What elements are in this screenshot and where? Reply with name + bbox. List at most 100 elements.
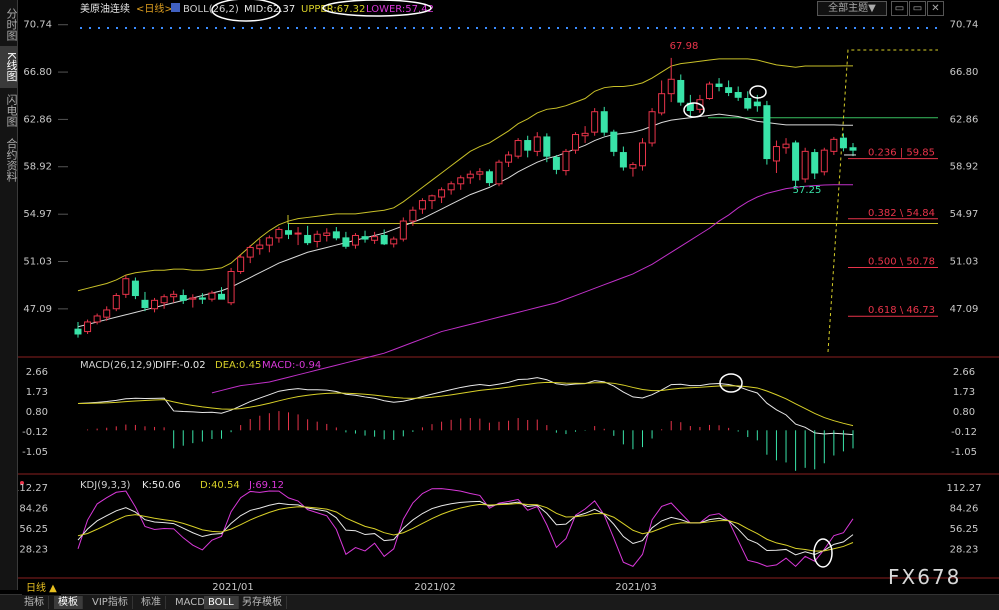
annotation-circle — [683, 102, 705, 118]
kdj-j-line — [77, 488, 854, 568]
candle-body — [725, 87, 733, 93]
maximize-icon[interactable]: ▭ — [909, 1, 926, 16]
candle-body — [792, 142, 800, 181]
candle-body — [409, 209, 417, 222]
kdj-k-line — [77, 500, 854, 556]
candle-body — [466, 173, 474, 179]
top-dot-line — [251, 27, 253, 29]
candle-body — [619, 152, 627, 168]
candle-body — [170, 293, 178, 298]
top-dot-line — [287, 27, 289, 29]
tab-template[interactable]: 模板 — [54, 596, 83, 609]
top-dot-line — [548, 27, 550, 29]
tab-contract-info[interactable]: 合约资料 — [5, 138, 18, 182]
kdj-y-tick-right: 56.25 — [950, 524, 979, 535]
top-dot-line — [323, 27, 325, 29]
candle-body — [390, 238, 398, 245]
period-selector[interactable]: 日线 ▲ — [22, 582, 61, 595]
top-dot-line — [152, 27, 154, 29]
kline-panel: 0.236 | 59.85 0.382 \ 54.84 0.500 \ 50.78 0… — [74, 41, 938, 394]
top-dot-line — [917, 27, 919, 29]
kdj-y-tick-right: 28.23 — [950, 544, 979, 555]
top-dot-line — [863, 27, 865, 29]
macd-dif-legend: DIFF:-0.02 — [155, 360, 206, 371]
top-dot-line — [800, 27, 802, 29]
top-dot-line — [134, 27, 136, 29]
top-dot-line — [476, 27, 478, 29]
candle-body — [476, 171, 484, 175]
candle-body — [562, 150, 570, 172]
candle-body — [246, 246, 254, 258]
top-dot-line — [179, 27, 181, 29]
top-dot-line — [377, 27, 379, 29]
macd-y-tick-left: -1.05 — [22, 447, 48, 458]
candle-body — [103, 309, 111, 318]
candle-body — [342, 237, 350, 247]
close-icon[interactable]: ✕ — [927, 1, 944, 16]
tab-save-template[interactable]: 另存模板 — [238, 596, 287, 609]
candle-body — [715, 83, 723, 87]
boll-title: BOLL(26,2) — [183, 4, 239, 15]
kdj-y-tick-right: 112.27 — [947, 483, 982, 494]
candle-body — [811, 152, 819, 174]
top-dot-line — [647, 27, 649, 29]
macd-y-tick-right: 0.80 — [953, 407, 975, 418]
tab-standard[interactable]: 标准 — [137, 596, 166, 609]
top-dot-line — [836, 27, 838, 29]
top-dot-line — [908, 27, 910, 29]
top-dot-line — [116, 27, 118, 29]
tab-timeshare[interactable]: 分时图 — [5, 7, 18, 41]
macd-y-tick-left: 0.80 — [26, 407, 48, 418]
boll-lower: LOWER:57.42 — [366, 4, 434, 15]
macd-macd-legend: MACD:-0.94 — [262, 360, 321, 371]
candle-body — [189, 297, 197, 300]
tab-indicator[interactable]: 指标 — [20, 596, 49, 609]
y-tick-right: 62.86 — [950, 114, 979, 125]
theme-dropdown[interactable]: 全部主题▼ — [817, 1, 887, 16]
boll-lower-line — [211, 184, 853, 394]
macd-y-tick-left: 1.73 — [26, 387, 48, 398]
candle-body — [332, 231, 340, 239]
low-price-label: 57.25 — [793, 185, 822, 196]
boll-upper-line — [77, 58, 853, 292]
tab-lightning[interactable]: 闪电图 — [5, 93, 18, 127]
top-dot-line — [89, 27, 91, 29]
candle-body — [227, 271, 235, 304]
high-price-label: 67.98 — [670, 41, 699, 52]
y-tick-right: 51.03 — [950, 257, 979, 268]
candle-body — [495, 161, 503, 185]
candle-body — [160, 296, 168, 304]
top-dot-line — [242, 27, 244, 29]
top-dot-line — [314, 27, 316, 29]
annotation-circle — [322, 0, 432, 17]
tab-kline[interactable]: K线图 — [0, 46, 18, 88]
top-dot-line — [701, 27, 703, 29]
top-dot-line — [521, 27, 523, 29]
candle-body — [122, 278, 130, 295]
top-dot-line — [530, 27, 532, 29]
candle-body — [438, 189, 446, 198]
y-tick-right: 66.80 — [950, 67, 979, 78]
top-dot-line — [404, 27, 406, 29]
restore-icon[interactable]: ▭ — [891, 1, 908, 16]
candle-body — [93, 315, 101, 323]
tab-boll[interactable]: BOLL — [204, 596, 239, 609]
kdj-y-tick-right: 84.26 — [950, 504, 979, 515]
y-tick-left: 54.97 — [23, 209, 52, 220]
top-dot-line — [305, 27, 307, 29]
top-dot-line — [449, 27, 451, 29]
candle-body — [380, 234, 388, 245]
chart-area[interactable]: 0.236 | 59.85 0.382 \ 54.84 0.500 \ 50.78 0… — [18, 0, 999, 594]
grid-lines — [18, 24, 999, 579]
top-dot-line — [728, 27, 730, 29]
candle-body — [399, 220, 407, 240]
macd-dea-legend: DEA:0.45 — [215, 360, 261, 371]
candle-body — [667, 78, 675, 95]
candle-body — [275, 228, 283, 239]
top-dot-line — [224, 27, 226, 29]
candle-body — [533, 136, 541, 152]
top-dot-line — [80, 27, 82, 29]
candle-body — [208, 292, 216, 300]
tab-vip-indicator[interactable]: VIP指标 — [88, 596, 133, 609]
candle-body — [256, 244, 264, 250]
